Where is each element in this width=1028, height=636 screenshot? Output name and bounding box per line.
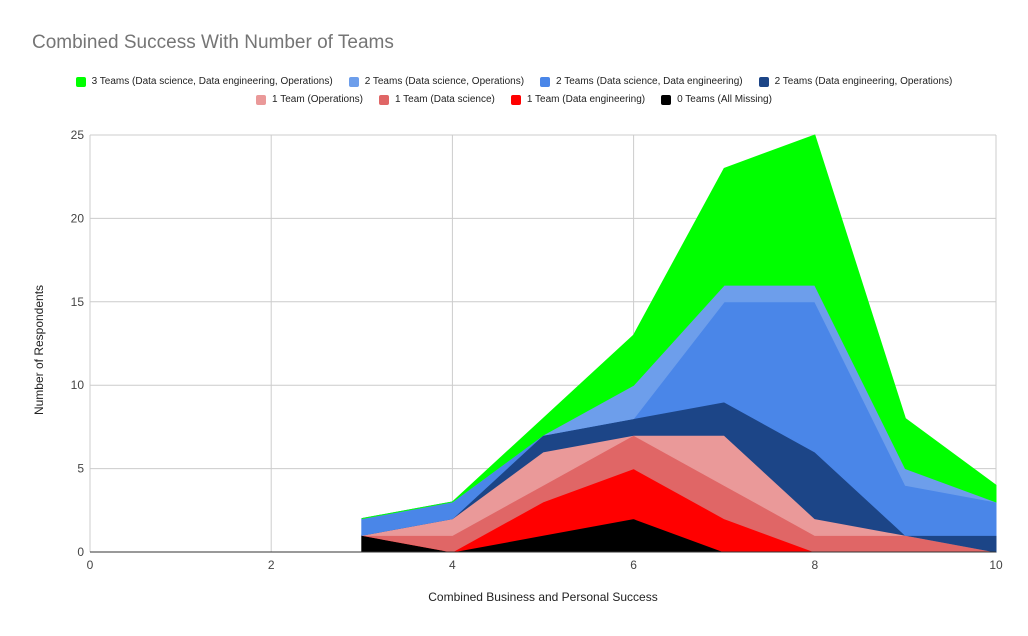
legend-swatch — [661, 94, 672, 105]
x-tick-label: 4 — [449, 558, 456, 572]
y-tick-label: 0 — [77, 545, 84, 559]
legend-label: 1 Team (Data science) — [395, 94, 495, 105]
legend-item: 3 Teams (Data science, Data engineering,… — [75, 76, 333, 87]
chart-title: Combined Success With Number of Teams — [32, 32, 394, 53]
x-tick-label: 0 — [87, 558, 94, 572]
x-tick-label: 8 — [811, 558, 818, 572]
legend-swatch — [75, 76, 86, 87]
legend-label: 3 Teams (Data science, Data engineering,… — [91, 76, 333, 87]
x-tick-label: 6 — [630, 558, 637, 572]
legend-swatch — [510, 94, 521, 105]
legend-label: 2 Teams (Data engineering, Operations) — [774, 76, 953, 87]
legend-label: 2 Teams (Data science, Operations) — [364, 76, 525, 87]
legend-item: 2 Teams (Data science, Operations) — [348, 76, 525, 87]
legend-item: 1 Team (Data engineering) — [510, 94, 646, 105]
legend-item: 1 Team (Data science) — [379, 94, 495, 105]
legend-item: 1 Team (Operations) — [256, 94, 363, 105]
legend-label: 1 Team (Operations) — [272, 94, 364, 105]
y-tick-label: 20 — [71, 211, 85, 225]
legend-swatch — [758, 76, 769, 87]
y-tick-label: 15 — [71, 295, 85, 309]
area-series — [361, 134, 997, 553]
y-tick-label: 25 — [71, 128, 85, 142]
legend-label: 0 Teams (All Missing) — [677, 94, 772, 105]
legend-item: 0 Teams (All Missing) — [661, 94, 772, 105]
y-axis-title: Number of Respondents — [32, 285, 46, 415]
legend-item: 2 Teams (Data engineering, Operations) — [758, 76, 953, 87]
legend-row-1: 3 Teams (Data science, Data engineering,… — [0, 76, 1028, 87]
legend-swatch — [379, 94, 390, 105]
y-tick-label: 5 — [77, 462, 84, 476]
legend-swatch — [540, 76, 551, 87]
legend-label: 2 Teams (Data science, Data engineering) — [556, 76, 743, 87]
legend-item: 2 Teams (Data science, Data engineering) — [540, 76, 743, 87]
area-series-3-teams-data-science-data-engineering-operations — [361, 134, 997, 520]
legend-swatch — [256, 94, 267, 105]
legend-row-2: 1 Team (Operations) 1 Team (Data science)… — [0, 94, 1028, 105]
y-tick-label: 10 — [71, 378, 85, 392]
legend-label: 1 Team (Data engineering) — [526, 94, 646, 105]
legend-swatch — [348, 76, 359, 87]
x-axis-title: Combined Business and Personal Success — [428, 590, 657, 604]
x-tick-label: 2 — [268, 558, 275, 572]
axes: 0 2 4 6 8 10 0 5 10 15 20 25 — [71, 128, 1003, 572]
x-tick-label: 10 — [989, 558, 1003, 572]
